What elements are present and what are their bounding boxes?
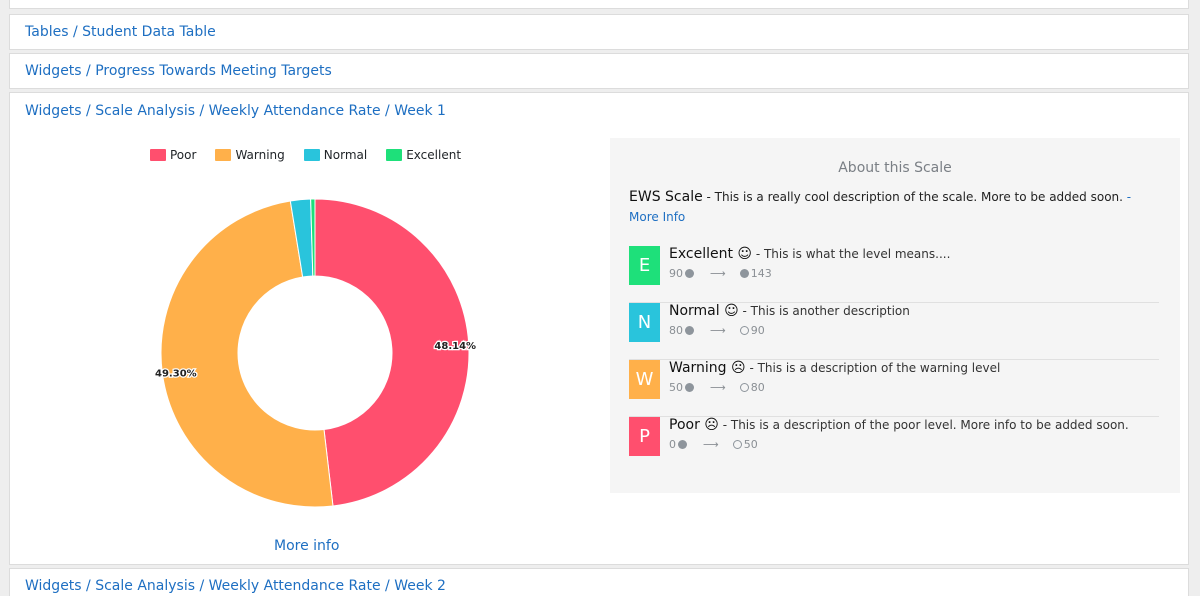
accordion-header-label: Tables / Student Data Table — [25, 24, 216, 40]
data-label-warning: 49.30% — [155, 368, 197, 379]
about-title: About this Scale — [838, 160, 952, 176]
accordion-header-label: Widgets / Scale Analysis / Weekly Attend… — [25, 578, 446, 594]
donut-slice-warning[interactable] — [160, 200, 334, 508]
range-from: 80 — [669, 324, 683, 337]
level-badge: N — [629, 303, 660, 342]
donut-chart: 48.14% 49.30% — [154, 198, 477, 508]
legend-item-poor[interactable]: Poor — [150, 148, 196, 162]
scale-level-excellent: E Excellent ☺ - This is what the level m… — [629, 246, 1159, 303]
more-info-link[interactable]: More info — [274, 538, 340, 554]
range-from: 90 — [669, 267, 683, 280]
range-to: 50 — [743, 438, 758, 451]
range-to: 143 — [750, 267, 772, 280]
level-range: 50 ⟶ 80 — [669, 381, 765, 394]
level-desc: - This is a description of the warning l… — [745, 361, 1001, 375]
open-dot-icon — [732, 440, 742, 449]
accordion-header-label: Widgets / Scale Analysis / Weekly Attend… — [25, 102, 446, 119]
legend-item-excellent[interactable]: Excellent — [386, 148, 461, 162]
level-range: 90 ⟶ 143 — [669, 267, 772, 280]
legend-label: Normal — [323, 148, 368, 162]
accordion-header-tables[interactable]: Tables / Student Data Table — [9, 14, 1189, 50]
level-title: Poor ☹ - This is a description of the po… — [669, 417, 1129, 433]
scale-more-info-link[interactable]: - More Info — [629, 190, 1132, 224]
arrow-right-icon: ⟶ — [710, 267, 726, 280]
donut-slice-excellent[interactable] — [310, 198, 316, 277]
previous-panel-edge — [9, 0, 1189, 9]
level-range: 80 ⟶ 90 — [669, 324, 765, 337]
level-name: Poor — [669, 417, 700, 433]
level-name: Excellent — [669, 246, 733, 262]
open-dot-icon — [739, 326, 749, 335]
accordion-header-week1[interactable]: Widgets / Scale Analysis / Weekly Attend… — [9, 92, 1189, 129]
level-desc: - This is what the level means.... — [752, 247, 951, 261]
range-from: 0 — [669, 438, 676, 451]
about-scale-box: About this Scale EWS Scale - This is a r… — [610, 138, 1180, 493]
legend-label: Excellent — [406, 148, 462, 162]
range-from: 50 — [669, 381, 683, 394]
face-icon: ☹ — [731, 360, 746, 376]
accordion-header-week2[interactable]: Widgets / Scale Analysis / Weekly Attend… — [9, 568, 1189, 596]
face-icon: ☺ — [737, 246, 753, 262]
scale-level-poor: P Poor ☹ - This is a description of the … — [629, 417, 1159, 474]
accordion-header-label: Widgets / Progress Towards Meeting Targe… — [25, 63, 332, 79]
level-name: Warning — [669, 360, 727, 376]
level-title: Excellent ☺ - This is what the level mea… — [669, 246, 950, 262]
accordion-header-progress[interactable]: Widgets / Progress Towards Meeting Targe… — [9, 53, 1189, 89]
level-desc: - This is a description of the poor leve… — [718, 418, 1129, 432]
arrow-right-icon: ⟶ — [710, 324, 726, 337]
level-letter: N — [637, 312, 652, 333]
filled-dot-icon — [685, 326, 694, 335]
filled-dot-icon — [685, 269, 694, 278]
scale-description: EWS Scale - This is a really cool descri… — [629, 187, 1159, 227]
legend-swatch — [303, 149, 320, 161]
donut-slice-poor[interactable] — [314, 198, 470, 507]
open-dot-icon — [739, 383, 749, 392]
range-to: 80 — [750, 381, 765, 394]
level-letter: P — [639, 426, 650, 447]
data-label-poor: 48.14% — [434, 341, 476, 352]
scale-name: EWS Scale — [629, 189, 703, 205]
arrow-right-icon: ⟶ — [710, 381, 726, 394]
filled-dot-icon — [739, 269, 749, 278]
legend-swatch — [215, 149, 232, 161]
arrow-right-icon: ⟶ — [703, 438, 719, 451]
legend-swatch — [150, 149, 166, 161]
level-letter: E — [638, 255, 651, 276]
level-badge: W — [629, 360, 660, 399]
level-desc: - This is another description — [738, 304, 910, 318]
scale-level-normal: N Normal ☺ - This is another description… — [629, 303, 1159, 360]
legend-item-warning[interactable]: Warning — [215, 148, 285, 162]
legend-swatch — [386, 149, 403, 161]
filled-dot-icon — [678, 440, 687, 449]
face-icon: ☺ — [724, 303, 739, 319]
week1-panel-body: Poor Warning Normal Excellent 48.14% 49.30% … — [9, 128, 1189, 565]
level-name: Normal — [669, 303, 720, 319]
level-letter: W — [635, 369, 654, 390]
level-title: Warning ☹ - This is a description of the… — [669, 360, 1000, 376]
legend-label: Warning — [235, 148, 285, 162]
level-range: 0 ⟶ 50 — [669, 438, 758, 451]
range-to: 90 — [750, 324, 765, 337]
chart-legend: Poor Warning Normal Excellent — [150, 148, 480, 162]
level-badge: E — [629, 246, 660, 285]
filled-dot-icon — [685, 383, 694, 392]
legend-item-normal[interactable]: Normal — [303, 148, 368, 162]
level-title: Normal ☺ - This is another description — [669, 303, 910, 319]
legend-label: Poor — [170, 148, 197, 162]
scale-desc-text: - This is a really cool description of t… — [702, 190, 1127, 204]
scale-level-warning: W Warning ☹ - This is a description of t… — [629, 360, 1159, 417]
level-badge: P — [629, 417, 660, 456]
face-icon: ☹ — [704, 417, 719, 433]
